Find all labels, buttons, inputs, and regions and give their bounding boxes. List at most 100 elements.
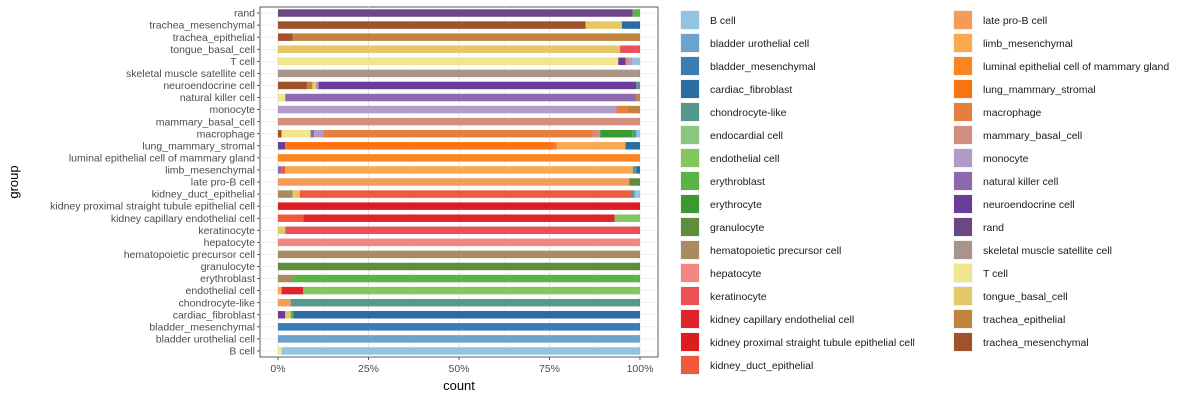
legend-label: natural killer cell (983, 176, 1058, 188)
y-tick-label: chondrocyte-like (179, 297, 256, 309)
bar-segment (614, 214, 640, 222)
legend-label: hematopoietic precursor cell (710, 245, 841, 257)
legend-swatch (954, 57, 972, 75)
legend-swatch (954, 11, 972, 29)
bar-limb-mesenchymal (278, 166, 640, 174)
legend-item: trachea_mesenchymal (953, 332, 1089, 352)
legend-swatch (681, 172, 699, 190)
legend-swatch (681, 287, 699, 305)
y-tick-label: granulocyte (201, 261, 255, 273)
x-tick-label: 25% (358, 363, 379, 375)
bar-segment (629, 178, 640, 186)
legend-swatch (954, 333, 972, 351)
bar-segment (316, 81, 319, 90)
bar-segment (303, 286, 640, 295)
bar-segment (278, 45, 621, 53)
legend-item: tongue_basal_cell (953, 286, 1068, 306)
bar-segment (278, 347, 282, 355)
bar-neuroendocrine-cell (278, 81, 640, 90)
legend-item: trachea_epithelial (953, 309, 1065, 329)
y-tick-label: kidney capillary endothelial cell (111, 213, 255, 225)
bar-segment (278, 21, 586, 29)
bar-segment (627, 105, 640, 114)
y-tick-label: neuroendocrine cell (163, 80, 255, 92)
legend-swatch (954, 287, 972, 305)
x-axis: 0% 25% 50% 75% 100% (270, 357, 653, 375)
y-tick-label: limb_mesenchymal (165, 165, 255, 177)
bar-segment (278, 81, 307, 90)
y-tick-label: cardiac_fibroblast (173, 309, 255, 321)
bar-segment (592, 129, 601, 138)
bar-segment (278, 250, 640, 259)
bar-segment (285, 93, 637, 102)
bar-segment (278, 190, 293, 198)
bar-segment (292, 274, 640, 283)
y-tick-label: T cell (230, 56, 255, 68)
y-tick-label: hematopoietic precursor cell (124, 249, 255, 261)
bar-segment (616, 105, 628, 114)
legend-item: limb_mesenchymal (953, 33, 1073, 53)
legend-label: hepatocyte (710, 268, 762, 280)
bar-segment (278, 93, 286, 102)
bar-segment (278, 298, 291, 307)
legend-item: bladder_mesenchymal (680, 56, 816, 76)
bar-kidney-proximal-straight-tubule-epithelial-cell (278, 202, 640, 210)
bar-segment (278, 33, 293, 41)
bar-segment (630, 190, 635, 198)
legend-label: kidney capillary endothelial cell (710, 314, 854, 326)
bar-segment (636, 129, 640, 138)
legend-label: trachea_epithelial (983, 314, 1065, 326)
bar-segment (278, 57, 619, 66)
legend-label: lung_mammary_stromal (983, 84, 1096, 96)
bar-segment (600, 129, 633, 138)
bar-segment (299, 190, 631, 198)
bar-rand (278, 9, 640, 17)
legend-item: luminal epithelial cell of mammary gland (953, 56, 1169, 76)
bar-t-cell (278, 57, 640, 66)
legend-label: chondrocyte-like (710, 107, 787, 119)
legend-swatch (681, 57, 699, 75)
legend-swatch (681, 80, 699, 98)
legend-label: cardiac_fibroblast (710, 84, 792, 96)
bar-segment (323, 129, 593, 138)
legend-swatch (681, 195, 699, 213)
bar-segment (278, 311, 286, 319)
bar-segment (281, 286, 304, 295)
bar-segment (285, 142, 554, 150)
legend-item: B cell (680, 10, 736, 30)
legend-swatch (681, 310, 699, 328)
bar-segment (278, 142, 286, 150)
bar-segment (556, 142, 626, 150)
legend-label: endothelial cell (710, 153, 779, 165)
legend-item: neuroendocrine cell (953, 194, 1075, 214)
bar-hematopoietic-precursor-cell (278, 250, 640, 259)
legend-swatch (681, 126, 699, 144)
legend-label: bladder urothelial cell (710, 38, 809, 50)
legend-item: lung_mammary_stromal (953, 79, 1096, 99)
bar-segment (278, 262, 640, 271)
y-tick-label: skeletal muscle satellite cell (126, 68, 255, 80)
bar-granulocyte (278, 262, 640, 271)
bar-lung-mammary-stromal (278, 142, 640, 150)
y-tick-label: natural killer cell (180, 92, 255, 104)
y-axis-title: group (6, 165, 21, 198)
bar-segment (278, 166, 282, 174)
bar-segment (285, 166, 633, 174)
y-tick-label: late pro-B cell (191, 177, 255, 189)
legend-swatch (954, 172, 972, 190)
bar-segment (636, 81, 640, 90)
bar-segment (625, 142, 640, 150)
legend-swatch (681, 149, 699, 167)
y-tick-label: bladder urothelial cell (156, 333, 255, 345)
legend-swatch (954, 34, 972, 52)
legend-label: bladder_mesenchymal (710, 61, 816, 73)
legend-item: endocardial cell (680, 125, 783, 145)
bar-erythroblast (278, 274, 640, 283)
bar-segment (285, 226, 640, 235)
bar-trachea-mesenchymal (278, 21, 640, 29)
legend-label: erythrocyte (710, 199, 762, 211)
bar-segment (318, 81, 637, 90)
bar-chondrocyte-like (278, 298, 640, 307)
y-tick-label: luminal epithelial cell of mammary gland (69, 152, 255, 164)
